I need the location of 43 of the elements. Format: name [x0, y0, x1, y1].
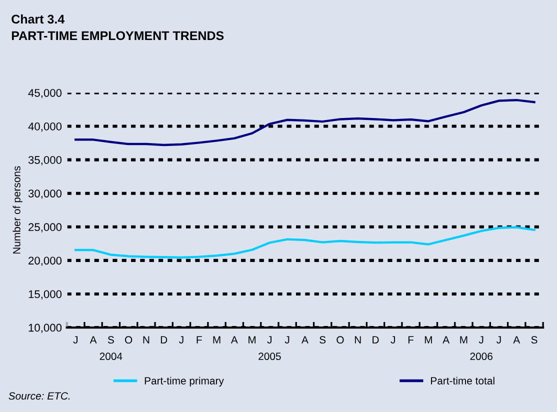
x-tick-label: M: [213, 336, 220, 344]
x-tick-label: M: [248, 336, 256, 344]
y-tick-label: 25,000: [28, 223, 62, 232]
x-tick-label: N: [143, 336, 150, 344]
x-tick-label: S: [531, 336, 538, 344]
y-tick-label: 45,000: [28, 88, 62, 98]
x-tick-label: J: [179, 336, 184, 344]
x-tick-label: A: [513, 336, 520, 344]
source-note: Source: ETC.: [8, 392, 70, 400]
x-tick-label: S: [320, 336, 326, 344]
x-tick-label: J: [496, 336, 501, 344]
x-tick-label: M: [460, 336, 468, 344]
chart-title: Chart 3.4: [12, 14, 65, 24]
x-tick-label: J 2006: [470, 336, 492, 360]
x-tick-label: M: [424, 336, 432, 344]
x-tick-label: S 2004: [100, 336, 122, 360]
legend-label: Part-time total: [431, 376, 494, 384]
x-tick-label: J 2005: [258, 336, 281, 360]
x-tick-label: J: [390, 336, 395, 344]
y-tick-label: 40,000: [28, 122, 62, 132]
x-tick-label: J: [73, 336, 78, 344]
y-axis-title: Number of persons: [12, 166, 22, 254]
line-series: [74, 226, 536, 259]
y-tick-label: 20,000: [28, 256, 62, 266]
y-tick-label: 10,000: [28, 324, 62, 333]
chart-subtitle: PART-TIME EMPLOYMENT TRENDS: [12, 31, 224, 40]
x-tick-label: J: [284, 336, 290, 344]
x-tick-label: N: [354, 336, 361, 344]
x-tick-label: A: [230, 336, 238, 344]
x-tick-label: O: [336, 336, 344, 344]
x-tick-label: O: [125, 336, 132, 344]
x-tick-label: A: [442, 336, 450, 344]
x-tick-label: A: [90, 336, 97, 344]
y-tick-label: 35,000: [28, 156, 62, 166]
x-tick-label: D: [160, 336, 168, 344]
legend-label: Part-time primary: [144, 376, 224, 387]
y-tick-label: 15,000: [28, 290, 62, 300]
x-tick-label: D: [372, 336, 379, 344]
x-tick-label: F: [408, 336, 414, 344]
y-tick-label: 30,000: [28, 190, 62, 199]
line-series: [74, 98, 536, 146]
x-tick-label: F: [196, 336, 202, 344]
x-tick-label: A: [302, 336, 308, 344]
